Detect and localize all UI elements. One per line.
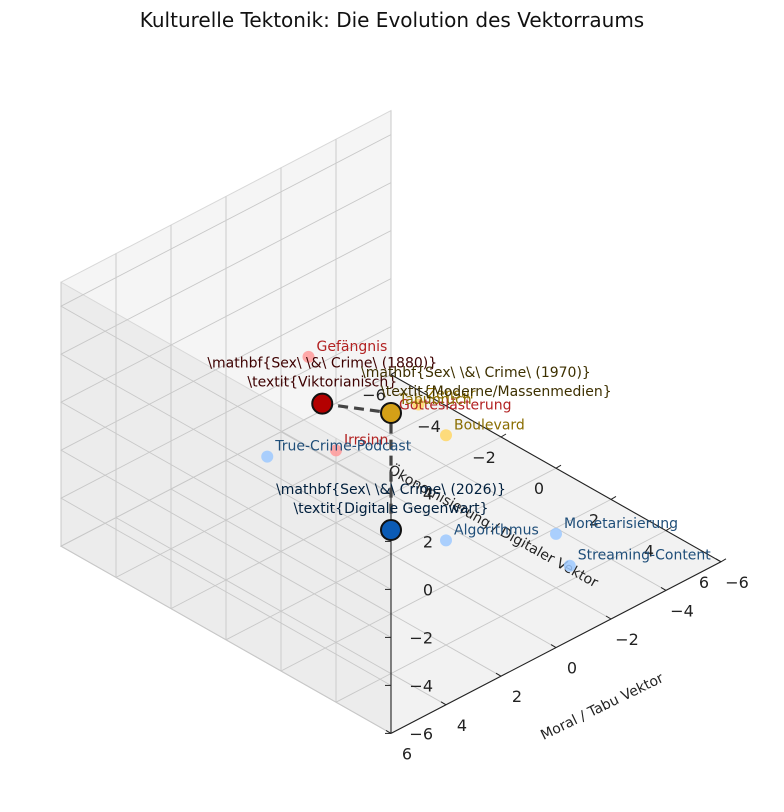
z-tick-label: 0 [423, 580, 433, 599]
x-tick [610, 495, 617, 500]
z-tick-label: 2 [423, 532, 433, 551]
data-point [550, 527, 562, 540]
y-tick-label: −2 [615, 630, 639, 649]
x-tick [720, 558, 727, 563]
x-tick-label: −4 [417, 417, 441, 436]
gridline-z [60, 374, 392, 734]
y-tick [495, 672, 502, 677]
point-label: Monetarisierung [564, 516, 678, 532]
data-point [302, 350, 315, 363]
point-label: Zensur [427, 387, 476, 403]
centroid-marker [380, 401, 402, 424]
gridline-z [60, 134, 392, 494]
x-tick-label: −6 [362, 386, 386, 405]
point-label: True-Crime-Podcast [274, 439, 411, 455]
x-tick [445, 402, 452, 407]
point-label: Algorithmus [454, 522, 539, 538]
x-tick-label: 0 [534, 479, 544, 498]
data-point [563, 559, 576, 572]
data-point [330, 444, 342, 457]
z-tick-label: −4 [409, 676, 433, 695]
x-tick-label: −2 [472, 448, 496, 467]
point-label: Gefängnis [317, 339, 388, 355]
z-tick-label: −2 [409, 628, 433, 647]
centroid-marker [311, 392, 334, 415]
point-label: Irrsinn [344, 432, 388, 448]
data-point [261, 450, 274, 463]
centroid-marker [380, 519, 402, 541]
era-label-subtitle: \textit{Viktorianisch} [247, 375, 397, 391]
era-centroids [311, 392, 402, 541]
point-label: Boulevard [454, 417, 525, 433]
era-label-subtitle: \textit{Digitale Gegenwart} [293, 501, 488, 517]
x-tick-label: 4 [644, 542, 654, 561]
data-point [440, 534, 452, 547]
y-tick [605, 615, 612, 620]
x-tick [500, 433, 507, 438]
data-point [440, 429, 452, 442]
grid-lines [60, 110, 722, 734]
point-label: Tabubruch [398, 392, 472, 408]
y-tick-label: 0 [567, 659, 577, 678]
z-tick-label: −6 [409, 724, 433, 743]
era-label-title: \mathbf{Sex\ \&\ Crime\ (2026)} [276, 482, 506, 498]
gridline-z [60, 326, 392, 686]
y-axis-label: Moral / Tabu Vektor [538, 670, 666, 743]
y-tick-label: 6 [402, 744, 412, 763]
y-tick-label: −4 [670, 601, 694, 620]
x-tick [665, 527, 672, 532]
gridline-z [60, 182, 392, 542]
y-tick-label: 2 [512, 687, 522, 706]
y-tick [660, 586, 667, 591]
y-tick-label: 4 [457, 716, 467, 735]
era-label-title: \mathbf{Sex\ \&\ Crime\ (1970)} [361, 365, 591, 381]
era-label-subtitle: \textit{Moderne/Massenmedien} [381, 384, 612, 400]
x-tick [555, 464, 562, 469]
chart-title: Kulturelle Tektonik: Die Evolution des V… [139, 8, 645, 32]
y-tick-label: −6 [725, 573, 749, 592]
y-tick [715, 558, 722, 563]
z-tick-label: 4 [423, 484, 433, 503]
point-label: Gotteslästerung [399, 398, 512, 414]
data-point [412, 398, 425, 411]
y-tick [550, 644, 557, 649]
gridline-z [60, 230, 392, 590]
x-tick-label: 2 [589, 510, 599, 529]
era-label-title: \mathbf{Sex\ \&\ Crime\ (1880)} [207, 356, 437, 372]
gridline-z [60, 278, 392, 638]
x-tick [390, 371, 397, 376]
y-tick [440, 701, 447, 706]
point-label: Streaming-Content [578, 548, 712, 564]
point-labels: Gotteslästerung Gefängnis Irrsinn ZensurTab… [207, 339, 711, 564]
x-tick-label: 6 [699, 573, 709, 592]
